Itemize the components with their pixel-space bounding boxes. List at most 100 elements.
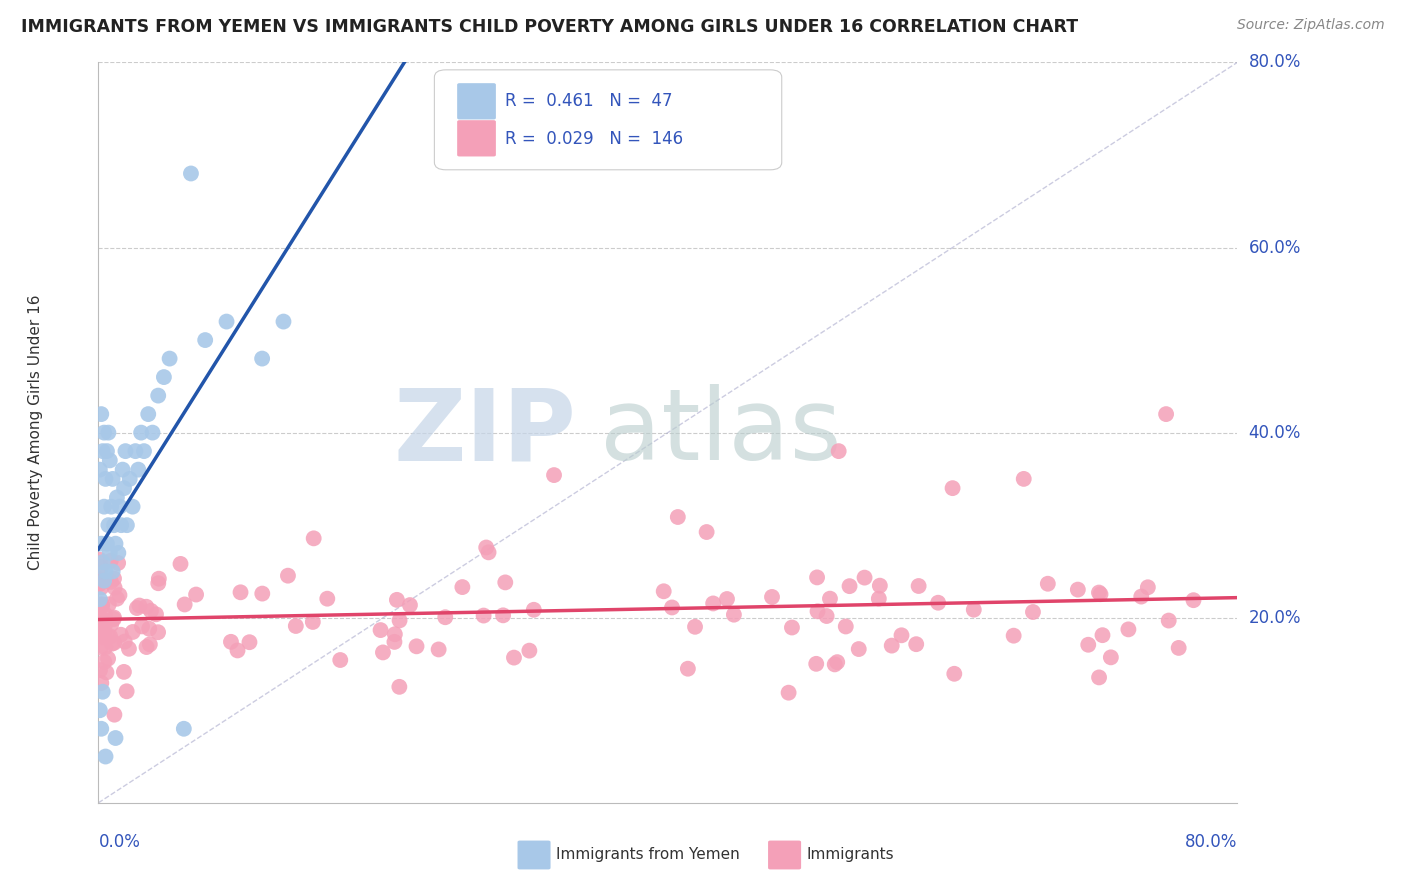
Point	[384, 627, 406, 641]
Point	[371, 645, 394, 659]
Point	[103, 707, 125, 722]
Point	[169, 557, 191, 571]
Point	[329, 653, 352, 667]
Point	[385, 592, 408, 607]
Point	[815, 609, 838, 624]
Point	[215, 314, 238, 328]
Point	[101, 637, 124, 651]
Point	[103, 636, 125, 650]
Point	[838, 579, 860, 593]
Point	[828, 444, 851, 458]
Point	[118, 472, 141, 486]
Point	[652, 584, 675, 599]
Point	[112, 665, 135, 679]
Point	[219, 635, 242, 649]
Point	[778, 686, 800, 700]
Point	[148, 576, 170, 591]
Point	[723, 607, 745, 622]
Point	[91, 626, 114, 640]
Point	[1002, 629, 1025, 643]
Point	[880, 639, 903, 653]
Point	[666, 510, 689, 524]
Point	[146, 625, 169, 640]
Point	[96, 574, 118, 588]
Point	[96, 665, 118, 680]
Point	[89, 598, 111, 612]
Point	[90, 640, 112, 655]
Point	[136, 407, 159, 421]
Point	[127, 462, 149, 476]
Point	[114, 444, 136, 458]
Text: Child Poverty Among Girls Under 16: Child Poverty Among Girls Under 16	[28, 295, 44, 570]
Point	[148, 572, 170, 586]
Point	[384, 635, 406, 649]
Point	[90, 560, 112, 574]
Point	[90, 722, 112, 736]
Point	[173, 598, 195, 612]
Point	[301, 615, 323, 629]
Point	[131, 619, 153, 633]
Point	[96, 536, 118, 550]
Point	[121, 624, 143, 639]
Point	[101, 565, 124, 579]
Point	[927, 596, 949, 610]
Point	[145, 607, 167, 622]
Point	[761, 590, 783, 604]
Point	[90, 599, 112, 613]
Point	[1136, 580, 1159, 594]
Point	[132, 444, 155, 458]
Point	[100, 554, 122, 568]
Point	[907, 579, 929, 593]
Point	[91, 444, 114, 458]
Point	[115, 518, 138, 533]
Point	[806, 570, 828, 584]
Point	[93, 655, 115, 669]
Point	[302, 532, 325, 546]
Point	[1154, 407, 1177, 421]
Point	[868, 591, 890, 606]
Text: 20.0%: 20.0%	[1249, 608, 1301, 627]
Point	[492, 608, 515, 623]
Point	[129, 425, 152, 440]
Point	[100, 574, 122, 589]
Point	[905, 637, 928, 651]
Point	[716, 592, 738, 607]
Point	[148, 388, 170, 402]
Point	[1091, 628, 1114, 642]
Text: 40.0%: 40.0%	[1249, 424, 1301, 442]
Text: ZIP: ZIP	[394, 384, 576, 481]
Point	[153, 370, 176, 384]
Point	[118, 641, 141, 656]
FancyBboxPatch shape	[457, 120, 496, 156]
Point	[90, 623, 112, 637]
Point	[702, 597, 724, 611]
Point	[97, 425, 120, 440]
Point	[1088, 585, 1111, 599]
FancyBboxPatch shape	[517, 840, 551, 870]
Point	[141, 425, 163, 440]
Point	[108, 500, 131, 514]
Point	[89, 573, 111, 587]
Point	[1130, 590, 1153, 604]
Point	[427, 642, 450, 657]
Point	[94, 640, 117, 655]
Point	[104, 536, 127, 550]
Point	[477, 545, 499, 559]
Point	[93, 628, 115, 642]
Point	[1182, 593, 1205, 607]
Point	[89, 553, 111, 567]
Point	[89, 462, 111, 476]
Point	[114, 634, 136, 648]
Point	[128, 599, 150, 613]
Point	[543, 468, 565, 483]
Point	[93, 619, 115, 633]
Text: 0.0%: 0.0%	[98, 833, 141, 851]
Point	[103, 581, 125, 595]
Point	[108, 588, 131, 602]
Point	[388, 680, 411, 694]
Text: R =  0.461   N =  47: R = 0.461 N = 47	[505, 92, 672, 110]
Point	[942, 481, 965, 495]
Point	[89, 703, 111, 717]
Point	[89, 624, 111, 638]
Point	[238, 635, 260, 649]
